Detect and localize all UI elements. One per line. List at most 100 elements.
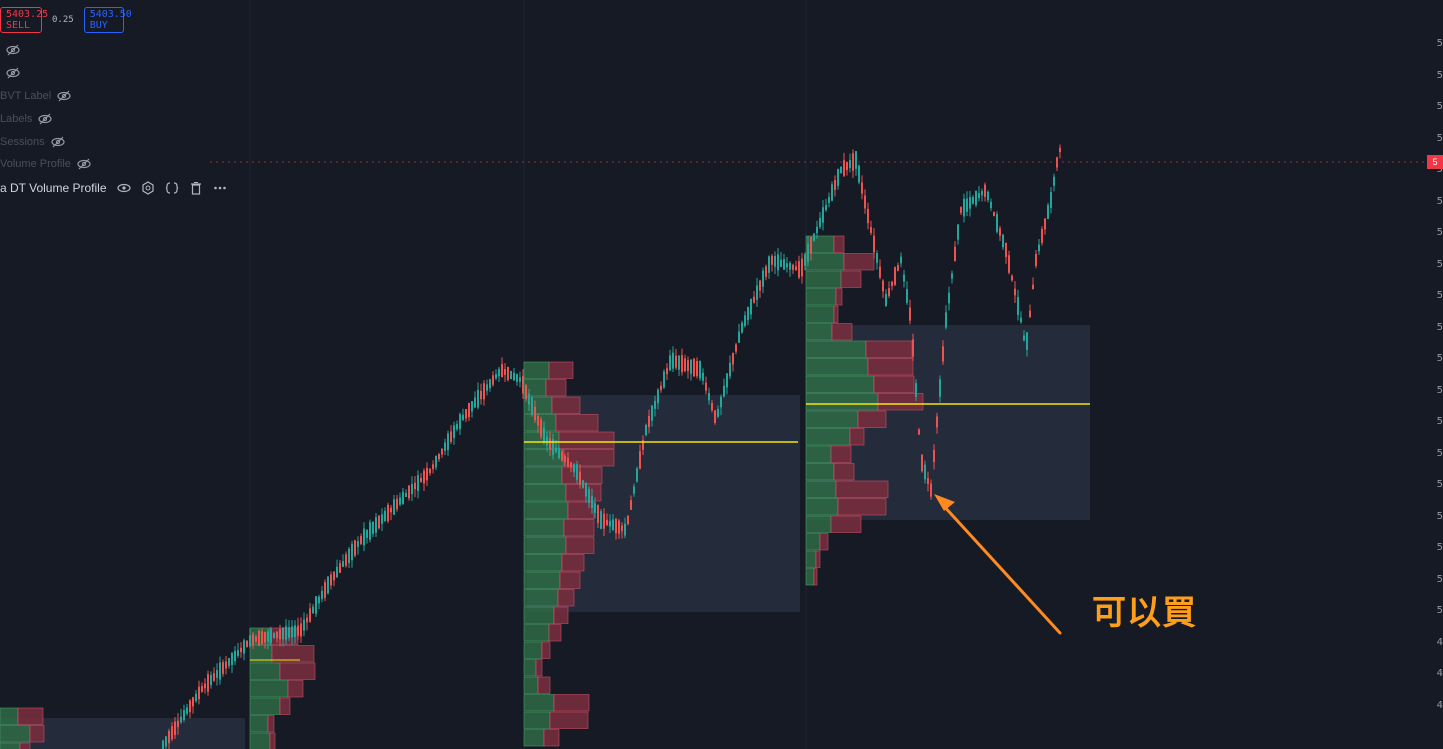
candle-bull xyxy=(183,710,185,721)
candle-bull xyxy=(498,368,500,377)
volume-bar-sell xyxy=(267,715,275,733)
candle-bear xyxy=(834,180,836,190)
candle-bull xyxy=(720,396,722,408)
candle-bull xyxy=(978,193,980,199)
volume-bar-buy xyxy=(805,550,817,568)
candle-bear xyxy=(222,662,224,674)
eye-hidden-icon[interactable] xyxy=(51,135,65,149)
buy-price: 5403.50 xyxy=(89,9,132,20)
candle-bull xyxy=(990,201,992,209)
candle-bear xyxy=(414,482,416,490)
candle-bull xyxy=(495,374,497,379)
candle-bull xyxy=(1020,317,1022,323)
candle-bull xyxy=(738,331,740,343)
volume-bar-sell xyxy=(269,732,276,749)
candle-bull xyxy=(762,270,764,287)
candle-bear xyxy=(198,686,200,700)
candle-bull xyxy=(690,359,692,374)
current-price-label: 5 xyxy=(1427,155,1443,169)
candle-bear xyxy=(882,280,884,292)
volume-profile-row[interactable]: a DT Volume Profile xyxy=(0,178,227,198)
volume-bar-buy xyxy=(523,466,563,484)
candle-bear xyxy=(696,361,698,377)
candle-bear xyxy=(522,376,524,394)
volume-bar-buy xyxy=(523,361,550,379)
candle-bull xyxy=(855,151,857,169)
candle-bull xyxy=(363,528,365,546)
eye-hidden-icon[interactable] xyxy=(77,157,91,171)
candle-bear xyxy=(390,507,392,513)
candle-bear xyxy=(525,385,527,399)
volume-bar-buy xyxy=(523,571,561,589)
volume-bar-sell xyxy=(819,533,829,551)
price-axis-label: 5 xyxy=(1436,542,1443,553)
candle-bear xyxy=(339,563,341,573)
candle-bear xyxy=(1035,253,1037,267)
volume-bar-buy xyxy=(249,732,271,749)
candle-bull xyxy=(195,693,197,702)
settings-icon[interactable] xyxy=(141,181,155,195)
eye-hidden-icon[interactable] xyxy=(6,43,20,57)
candle-bull xyxy=(828,196,830,204)
eye-hidden-icon[interactable] xyxy=(57,89,71,103)
spread: 0.25 xyxy=(52,15,74,25)
candle-bear xyxy=(801,258,803,277)
candle-bear xyxy=(432,464,434,470)
source-code-icon[interactable] xyxy=(165,181,179,195)
candle-bear xyxy=(864,195,866,209)
candle-bull xyxy=(321,590,323,600)
volume-bar-buy xyxy=(523,624,550,642)
volume-bar-buy xyxy=(805,393,879,411)
eye-icon[interactable] xyxy=(116,181,131,195)
eye-hidden-icon[interactable] xyxy=(6,66,20,80)
candle-bull xyxy=(924,464,926,480)
candle-bull xyxy=(678,355,680,370)
candle-bull xyxy=(783,259,785,270)
candle-bear xyxy=(714,410,716,424)
volume-bar-buy xyxy=(523,694,555,712)
candle-bear xyxy=(870,227,872,233)
candle-bull xyxy=(267,631,269,642)
candle-bear xyxy=(333,571,335,581)
volume-bar-sell xyxy=(559,571,581,589)
candle-bear xyxy=(483,383,485,400)
candle-bull xyxy=(453,425,455,438)
candle-bull xyxy=(1026,332,1028,350)
candle-bull xyxy=(825,204,827,211)
indicator-row-6[interactable]: Volume Profile xyxy=(0,154,91,174)
candle-bull xyxy=(489,379,491,389)
candle-bull xyxy=(186,707,188,714)
more-icon[interactable] xyxy=(213,181,227,195)
candle-bull xyxy=(228,658,230,666)
indicator-row-2[interactable] xyxy=(0,63,20,83)
sell-button[interactable]: 5403.25 SELL xyxy=(0,7,48,33)
volume-bar-sell xyxy=(555,414,599,432)
trash-icon[interactable] xyxy=(189,181,203,195)
candle-bull xyxy=(636,468,638,482)
buy-button[interactable]: 5403.50 BUY xyxy=(83,7,132,33)
candle-bull xyxy=(471,401,473,412)
candle-bull xyxy=(1017,297,1019,315)
indicator-row-3[interactable]: BVT Label xyxy=(0,86,71,106)
candle-bull xyxy=(474,397,476,408)
volume-bar-sell xyxy=(857,410,887,428)
volume-bar-sell xyxy=(867,358,914,376)
candle-bull xyxy=(906,289,908,303)
indicator-row-5[interactable]: Sessions xyxy=(0,132,65,152)
volume-bar-buy xyxy=(805,288,837,306)
candle-bull xyxy=(456,423,458,430)
candle-bear xyxy=(279,629,281,640)
candle-bear xyxy=(873,235,875,253)
candle-bull xyxy=(528,393,530,405)
candle-bull xyxy=(774,255,776,267)
indicator-row-4[interactable]: Labels xyxy=(0,109,53,129)
candle-bear xyxy=(867,208,869,224)
eye-hidden-icon[interactable] xyxy=(38,112,53,126)
candle-bull xyxy=(531,397,533,416)
candle-bear xyxy=(507,366,509,381)
volume-bar-buy xyxy=(805,410,859,428)
volume-bar-buy xyxy=(249,715,269,733)
volume-bar-sell xyxy=(813,568,818,586)
indicator-row-1[interactable] xyxy=(0,40,20,60)
